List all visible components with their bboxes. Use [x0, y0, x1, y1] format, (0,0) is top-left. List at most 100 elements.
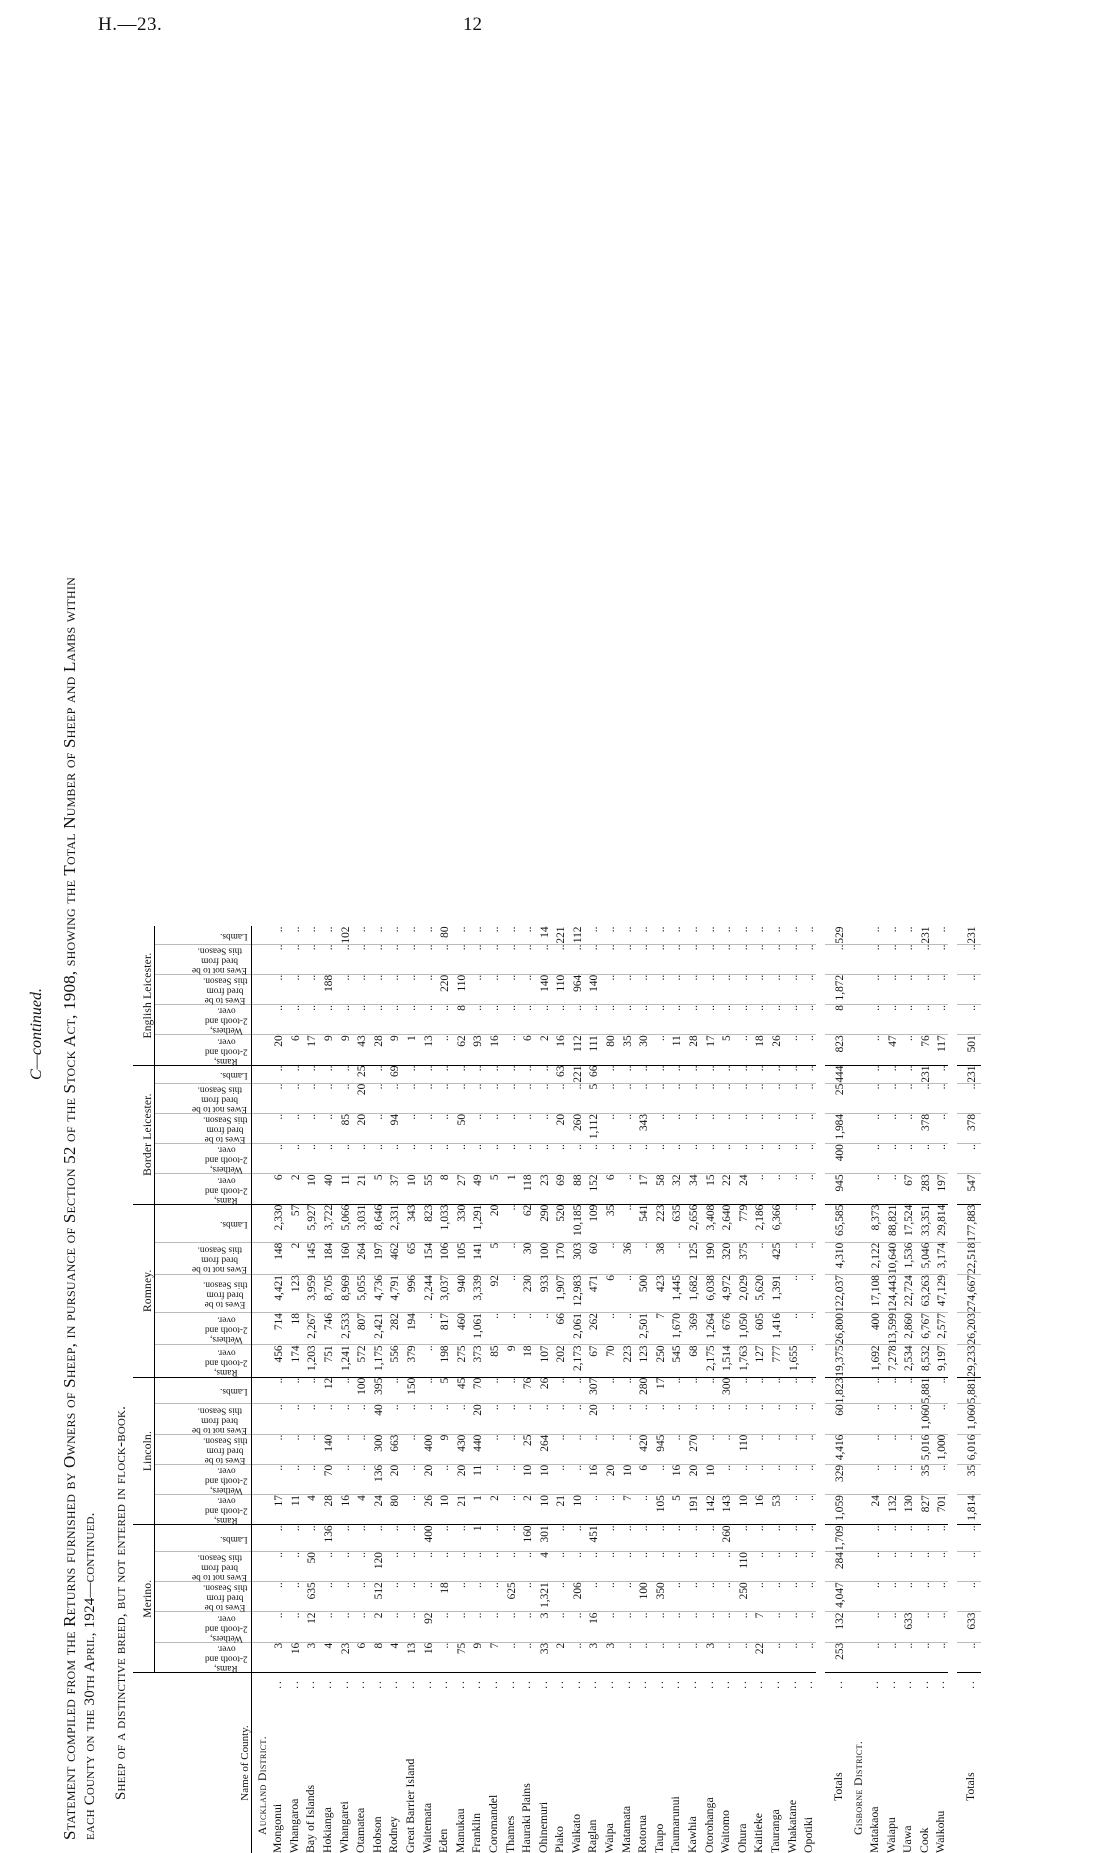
data-cell: 17 [301, 1034, 319, 1066]
data-cell: .. [766, 1434, 783, 1465]
data-cell: .. [368, 1524, 385, 1552]
data-cell: 633 [957, 1612, 981, 1643]
data-cell: 2,330 [268, 1204, 286, 1243]
table-row: Matakaoa............ 24........ 1,692 400 17… [865, 926, 882, 1853]
data-cell: 777 [766, 1344, 783, 1378]
column-header-label: Wethers, 2-tooth and over. [204, 1144, 248, 1175]
data-cell: .. [268, 1403, 286, 1435]
data-cell: 676 [716, 1312, 734, 1345]
data-cell: .. [700, 1612, 717, 1643]
data-cell: 140 [583, 974, 601, 1005]
data-cell: .. [700, 944, 717, 975]
leader-dots: .. [568, 1679, 583, 1689]
data-cell: 1,033 [434, 1204, 452, 1243]
data-cell: 123 [633, 1344, 651, 1378]
data-cell: .. [749, 944, 767, 975]
data-cell: .. [915, 1551, 932, 1582]
data-cell: .. [550, 944, 568, 975]
data-cell: 118 [517, 1173, 535, 1205]
data-cell: .. [666, 1403, 684, 1435]
data-cell: .. [650, 1642, 667, 1673]
data-cell: .. [666, 1113, 684, 1144]
data-cell: 4 [534, 1551, 551, 1582]
data-cell: 400 [865, 1312, 882, 1345]
data-cell: .. [500, 1434, 518, 1465]
data-cell: .. [783, 1551, 800, 1582]
data-cell: .. [666, 1083, 684, 1114]
data-cell: 75 [451, 1642, 468, 1673]
data-cell: 3,031 [351, 1204, 369, 1243]
data-cell: .. [716, 974, 734, 1005]
column-header-borderleicester-ramstoothandover: Rams, 2-tooth and over. [154, 1173, 252, 1205]
data-cell: .. [749, 1581, 767, 1612]
leader-dots: .. [618, 1679, 633, 1689]
data-cell: .. [766, 1524, 783, 1552]
data-cell: .. [915, 974, 932, 1005]
county-name: Waikato [568, 1813, 583, 1853]
data-cell [848, 1204, 866, 1243]
table-row: Whangaroa.. 16........ 11........ 174 18 123 2… [285, 926, 302, 1853]
data-cell: 5,881 [957, 1377, 981, 1404]
data-cell: 284 [825, 1551, 849, 1582]
data-cell: 231 [957, 926, 981, 945]
column-header-label: Lambs. [219, 930, 248, 941]
county-name: Totals [962, 1772, 977, 1801]
data-cell: .. [484, 1612, 501, 1643]
data-cell: 94 [384, 1113, 402, 1144]
table-row: Great Barrier Island.. 13................… [401, 926, 418, 1853]
data-cell: .. [931, 1524, 949, 1552]
table-row: Waikato...... 206.... 10........ 2,173 2,061… [567, 926, 584, 1853]
data-cell: 27 [451, 1173, 468, 1205]
data-cell: .. [451, 1551, 468, 1582]
data-cell: .. [749, 1065, 767, 1084]
data-cell: 2,534 [898, 1344, 916, 1378]
data-cell: 827 [915, 1494, 932, 1525]
data-cell: .. [401, 1612, 418, 1643]
data-cell: .. [666, 1581, 684, 1612]
county-name: Rotorua [635, 1814, 650, 1853]
data-cell: .. [666, 1143, 684, 1174]
data-cell: .. [650, 1612, 667, 1643]
spacer-cell [948, 926, 957, 1853]
data-cell: .. [898, 1403, 916, 1435]
data-cell: .. [617, 1274, 634, 1313]
data-cell: .. [451, 1083, 468, 1114]
data-cell: .. [301, 1524, 319, 1552]
data-cell: .. [268, 1612, 286, 1643]
data-cell [848, 1464, 866, 1495]
county-name-cell: Mongonui.. [268, 1672, 286, 1853]
data-cell: 17,108 [865, 1274, 882, 1313]
county-name-cell: Coromandel.. [484, 1672, 501, 1853]
leader-dots: .. [436, 1679, 451, 1689]
data-cell: 1 [401, 1034, 418, 1066]
data-cell: 69 [384, 1065, 402, 1084]
data-cell: .. [617, 974, 634, 1005]
data-cell: .. [534, 1065, 551, 1084]
data-cell: 223 [650, 1204, 667, 1243]
data-cell: 300 [368, 1434, 385, 1465]
county-name-cell: Hokianga.. [318, 1672, 335, 1853]
data-cell: .. [467, 1004, 485, 1035]
data-cell: 369 [683, 1312, 701, 1345]
table-row: Cook............ 827 35 5,016 1,060 5,881 8,53… [915, 926, 932, 1853]
data-cell [848, 974, 866, 1005]
data-cell: 76 [517, 1377, 535, 1404]
data-cell: .. [749, 1113, 767, 1144]
data-cell: .. [931, 1113, 949, 1144]
data-cell: 4 [384, 1642, 402, 1673]
data-cell: .. [600, 1004, 618, 1035]
data-cell: .. [517, 1083, 535, 1114]
data-cell: 35 [915, 1464, 932, 1495]
data-cell: 4,791 [384, 1274, 402, 1313]
data-cell: .. [534, 1083, 551, 1114]
leader-dots: .. [916, 1679, 931, 1689]
data-cell: 230 [517, 1274, 535, 1313]
data-cell: .. [268, 1083, 286, 1114]
table-row: Piako.. 2........ 21........ 202 66 1,907 170 5… [550, 926, 568, 1853]
data-cell: .. [881, 1403, 899, 1435]
data-cell: .. [567, 944, 584, 975]
statistics-table-wrapper: Name of County. Merino. Lincoln. Romney.… [133, 0, 1114, 1853]
data-cell: .. [799, 1612, 817, 1643]
data-cell: .. [334, 1403, 352, 1435]
column-header-label: Rams, 2-tooth and over. [204, 1175, 248, 1205]
